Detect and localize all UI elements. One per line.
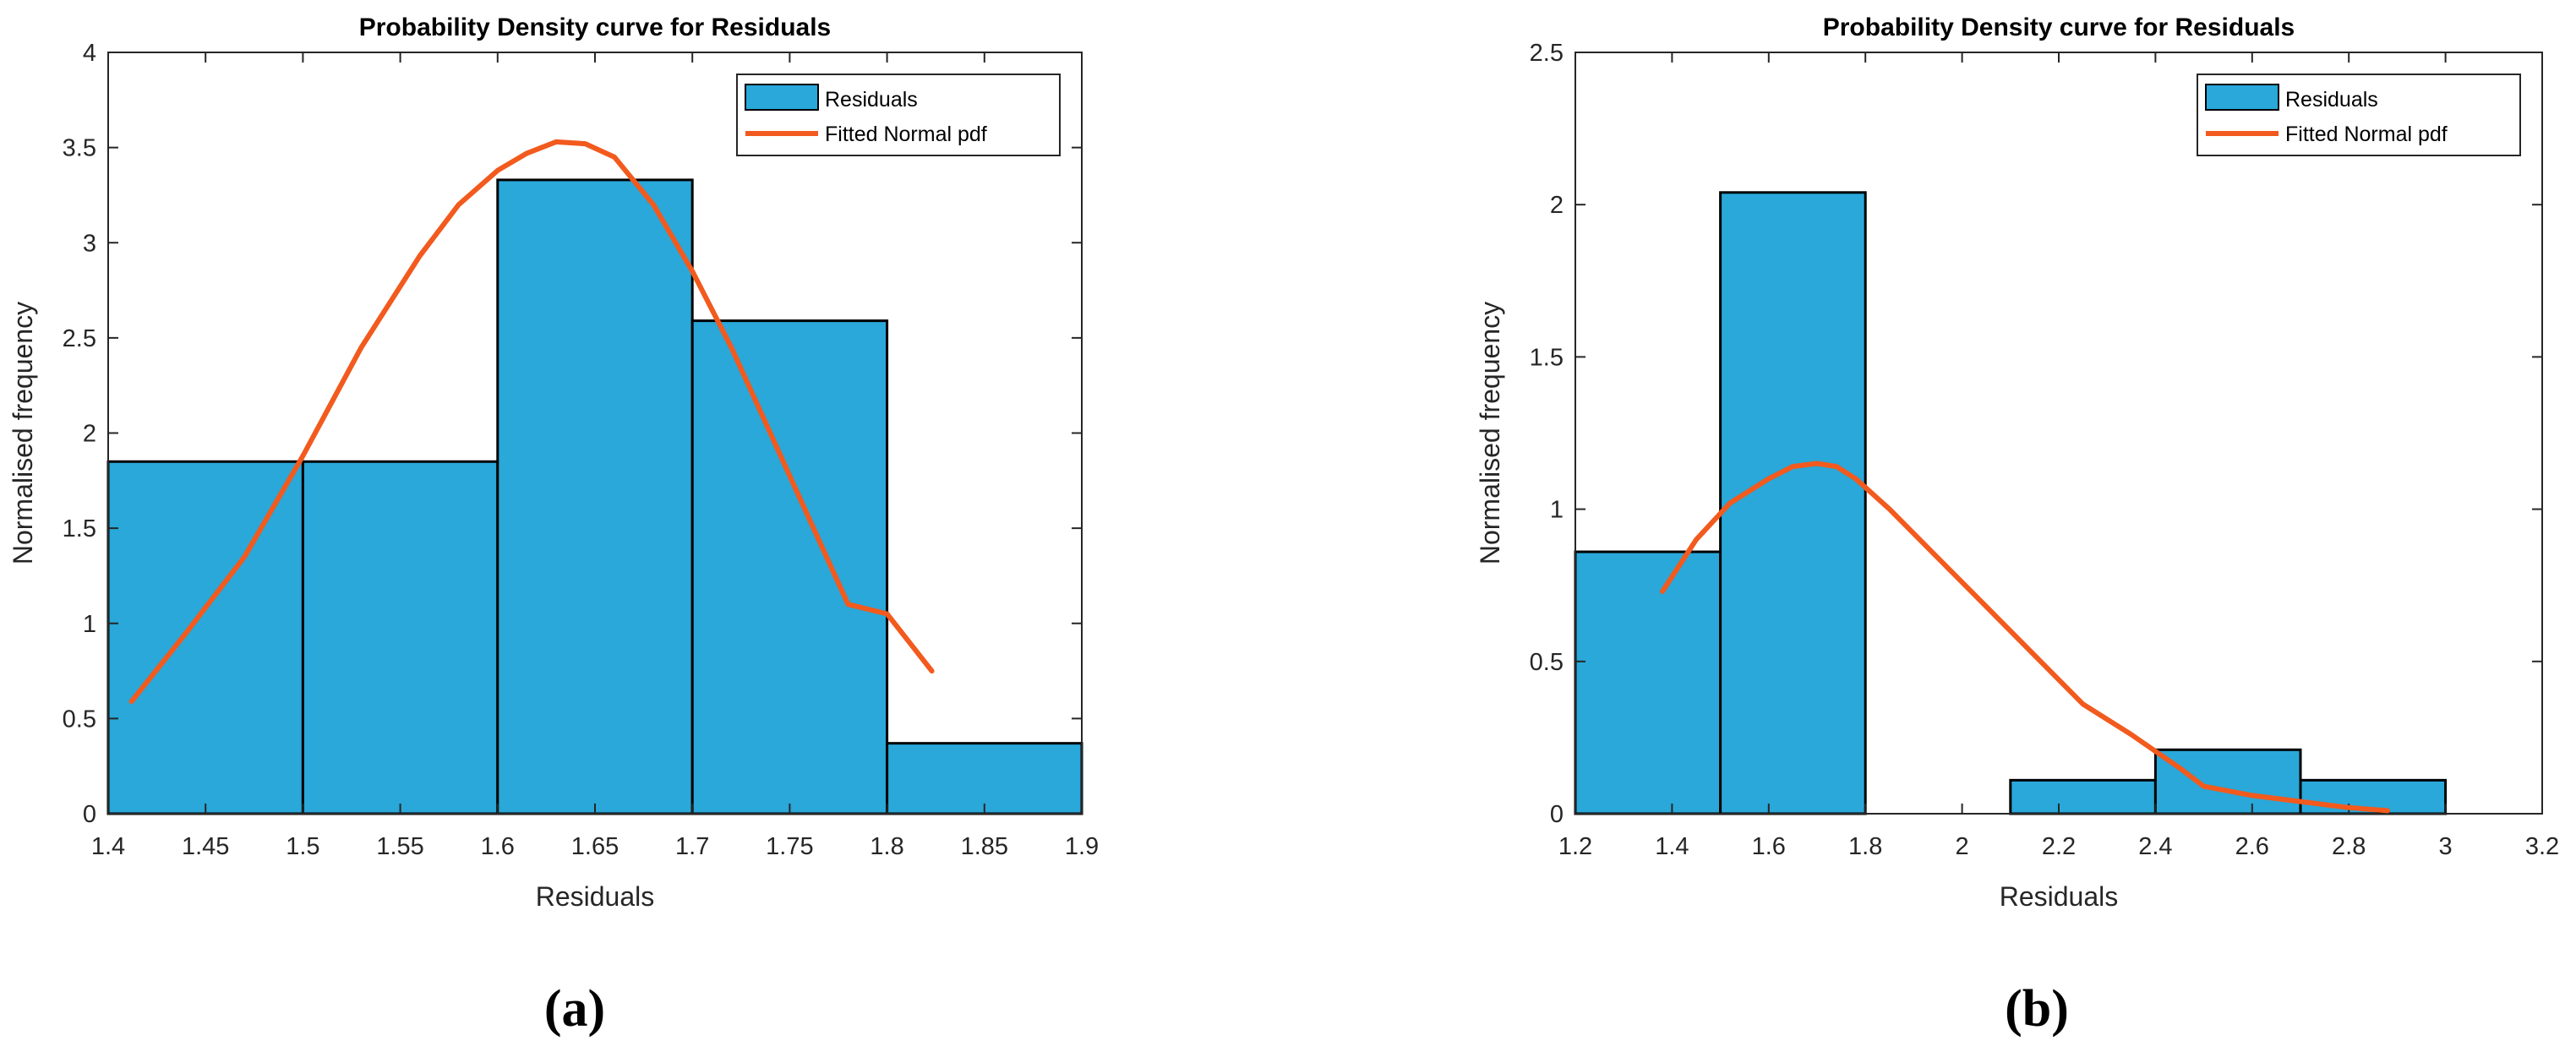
chart-a-xtick-label-9: 1.85 [961, 833, 1008, 860]
chart-a-ytick-label-7: 3.5 [63, 135, 96, 162]
chart-a-ytick-label-3: 1.5 [63, 515, 96, 542]
chart-a-bar-5 [886, 742, 1083, 815]
chart-b-xtick-label-4: 2 [1956, 833, 1969, 860]
chart-a-xtick-label-7: 1.75 [766, 833, 813, 860]
chart-a-fitted-curve [128, 139, 935, 705]
chart-a-xtick-label-2: 1.5 [286, 833, 319, 860]
chart-a-xtick-label-5: 1.65 [571, 833, 619, 860]
chart-b-legend-bar-swatch [2205, 84, 2279, 111]
chart-b-legend-label-residuals: Residuals [2285, 88, 2378, 112]
chart-b-bar-5 [2153, 748, 2302, 815]
chart-b-bar-4 [2009, 778, 2157, 815]
chart-b-bar-1 [1574, 550, 1722, 815]
chart-b-xtick-label-8: 2.8 [2332, 833, 2366, 860]
chart-a-ylabel: Normalised frequency [8, 302, 38, 564]
chart-b-fitted-curve [1660, 461, 2390, 814]
chart-b-ytick-label-4: 2 [1550, 192, 1564, 219]
chart-b-ylabel: Normalised frequency [1475, 302, 1505, 564]
chart-a-xtick-label-6: 1.7 [675, 833, 709, 860]
chart-a-bar-2 [301, 460, 499, 815]
chart-b-legend: Residuals Fitted Normal pdf [2197, 74, 2521, 156]
chart-b-xlabel: Residuals [2000, 881, 2119, 912]
chart-a-bar-4 [690, 319, 889, 815]
chart-b-panel-label: (b) [2005, 980, 2069, 1038]
chart-a: 1.4 1.45 1.5 1.55 1.6 1.65 1.7 1.75 1.8 1.85 1.9 0 0… [8, 14, 1099, 1038]
chart-a-ytick-label-8: 4 [83, 40, 96, 67]
chart-a-bar-3 [496, 178, 694, 815]
chart-b-xtick-label-2: 1.6 [1752, 833, 1786, 860]
chart-b-ytick-label-2: 1 [1550, 497, 1564, 524]
chart-a-bar-1 [106, 460, 304, 815]
chart-b-ytick-label-0: 0 [1550, 801, 1564, 828]
chart-b-xtick-label-3: 1.8 [1848, 833, 1882, 860]
chart-b-xtick-label-9: 3 [2439, 833, 2453, 860]
chart-b-xtick-label-7: 2.6 [2235, 833, 2269, 860]
chart-a-ytick-label-6: 3 [83, 230, 96, 257]
chart-a-xtick-label-8: 1.8 [870, 833, 903, 860]
chart-a-panel-label: (a) [544, 980, 605, 1038]
chart-a-ytick-label-4: 2 [83, 421, 96, 448]
chart-b-xtick-label-0: 1.2 [1558, 833, 1592, 860]
chart-b-legend-label-fitted: Fitted Normal pdf [2285, 123, 2448, 146]
chart-a-legend-label-residuals: Residuals [825, 88, 918, 112]
chart-a-xtick-label-3: 1.55 [376, 833, 423, 860]
chart-a-xtick-label-10: 1.9 [1065, 833, 1099, 860]
chart-b-bar-2 [1719, 191, 1867, 815]
chart-a-xtick-label-1: 1.45 [182, 833, 229, 860]
chart-a-legend: Residuals Fitted Normal pdf [736, 74, 1061, 156]
chart-a-title: Probability Density curve for Residuals [359, 14, 832, 41]
chart-a-ytick-label-1: 0.5 [63, 706, 96, 733]
chart-a-ytick-label-5: 2.5 [63, 325, 96, 352]
chart-a-xtick-label-0: 1.4 [91, 833, 125, 860]
chart-a-xtick-label-4: 1.6 [481, 833, 515, 860]
chart-a-xlabel: Residuals [536, 881, 655, 912]
chart-b-xtick-label-6: 2.4 [2138, 833, 2172, 860]
chart-b-ytick-label-3: 1.5 [1530, 344, 1564, 371]
chart-a-ytick-label-0: 0 [83, 801, 96, 828]
chart-b: 1.2 1.4 1.6 1.8 2 2.2 2.4 2.6 2.8 3 3.2 0 0.5 1 1.5 2 2.… [1475, 14, 2559, 1038]
chart-b-ytick-label-5: 2.5 [1530, 40, 1564, 67]
chart-a-legend-label-fitted: Fitted Normal pdf [825, 123, 987, 146]
chart-b-ytick-label-1: 0.5 [1530, 649, 1564, 676]
chart-a-legend-bar-swatch [745, 84, 819, 111]
chart-a-ytick-label-2: 1 [83, 611, 96, 638]
chart-b-xtick-label-5: 2.2 [2042, 833, 2076, 860]
chart-b-title: Probability Density curve for Residuals [1823, 14, 2295, 41]
chart-b-xtick-label-1: 1.4 [1655, 833, 1689, 860]
chart-b-xtick-label-10: 3.2 [2525, 833, 2559, 860]
